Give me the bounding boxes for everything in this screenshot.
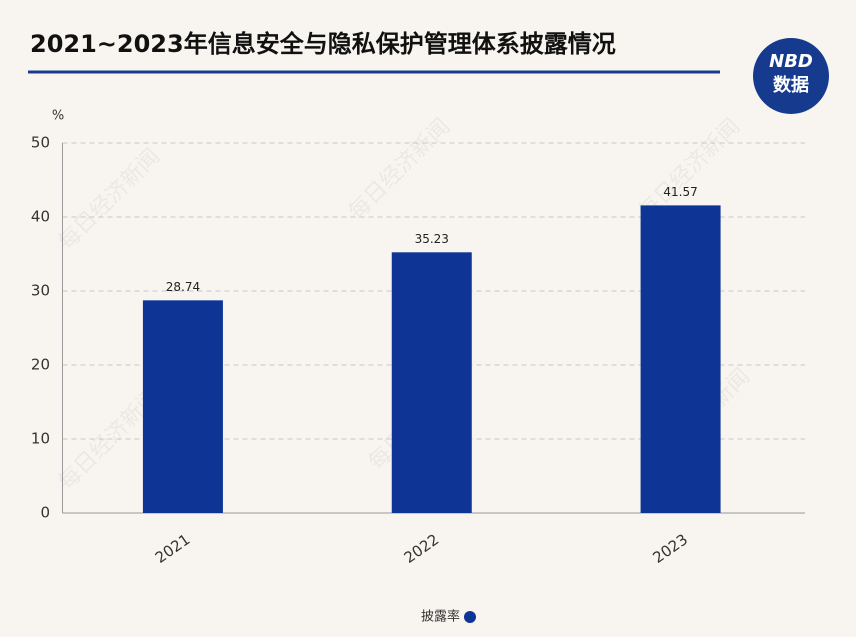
- chart-title: 2021~2023年信息安全与隐私保护管理体系披露情况: [30, 30, 616, 58]
- bar: [142, 300, 223, 513]
- y-tick-label: 50: [31, 134, 50, 152]
- y-tick-label: 30: [31, 282, 50, 300]
- data-label: 28.74: [166, 280, 200, 294]
- legend-marker: [464, 611, 476, 623]
- y-unit: %: [52, 109, 64, 124]
- data-label: 35.23: [415, 232, 449, 246]
- y-tick-label: 40: [31, 208, 50, 226]
- logo-text: 数据: [773, 74, 809, 96]
- logo-text: NBD: [769, 51, 813, 72]
- data-label: 41.57: [663, 185, 697, 199]
- y-tick-label: 10: [31, 430, 50, 448]
- logo: [753, 38, 829, 114]
- legend-label: 披露率: [421, 609, 460, 625]
- bar: [640, 205, 721, 513]
- y-tick-label: 0: [40, 504, 50, 522]
- bar: [391, 252, 472, 513]
- y-tick-label: 20: [31, 356, 50, 374]
